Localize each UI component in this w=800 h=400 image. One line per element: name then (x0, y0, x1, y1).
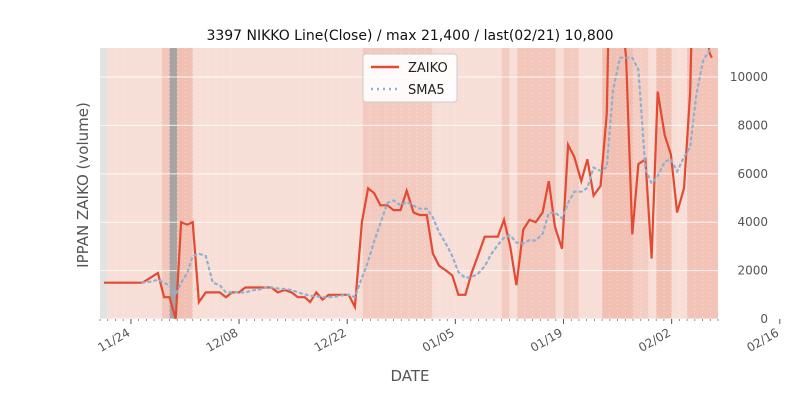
background-band (563, 48, 579, 319)
y-tick-label: 6000 (737, 167, 768, 181)
background-band (169, 48, 178, 319)
x-tick-label: 11/24 (95, 325, 132, 354)
grid-lines (100, 76, 718, 320)
background-band (100, 48, 108, 319)
y-tick-label: 0 (760, 312, 768, 326)
x-tick-label: 02/02 (636, 325, 673, 354)
plot-area (100, 48, 718, 320)
background-band (656, 48, 672, 319)
x-tick-label: 12/22 (312, 325, 349, 354)
chart-title: 3397 NIKKO Line(Close) / max 21,400 / la… (206, 28, 613, 44)
series-line-zaiko (103, 48, 713, 319)
legend: ZAIKO SMA5 (362, 53, 458, 103)
series-line-sma5 (141, 48, 713, 299)
background-band (161, 48, 170, 319)
x-tick-label: 01/05 (420, 325, 457, 354)
y-tick-label: 10000 (730, 70, 768, 84)
background-band (501, 48, 510, 319)
y-axis-label: IPPAN ZAIKO (volume) (74, 102, 92, 268)
legend-label-sma5: SMA5 (408, 83, 445, 98)
y-tick-label: 2000 (737, 264, 768, 278)
background-band (177, 48, 193, 319)
series-lines (103, 48, 713, 319)
y-tick-label: 4000 (737, 215, 768, 229)
x-axis: 11/24 12/08 12/22 01/05 01/19 02/02 02/16 (95, 319, 781, 355)
x-axis-label: DATE (390, 367, 429, 385)
background-band (687, 48, 718, 319)
x-tick-label: 02/16 (744, 325, 781, 354)
y-axis: 0 2000 4000 6000 8000 10000 (730, 70, 768, 326)
x-tick-label: 01/19 (528, 325, 565, 354)
legend-label-zaiko: ZAIKO (408, 61, 448, 76)
x-tick-label: 12/08 (204, 325, 241, 354)
background-band (633, 48, 649, 319)
y-tick-label: 8000 (737, 118, 768, 132)
